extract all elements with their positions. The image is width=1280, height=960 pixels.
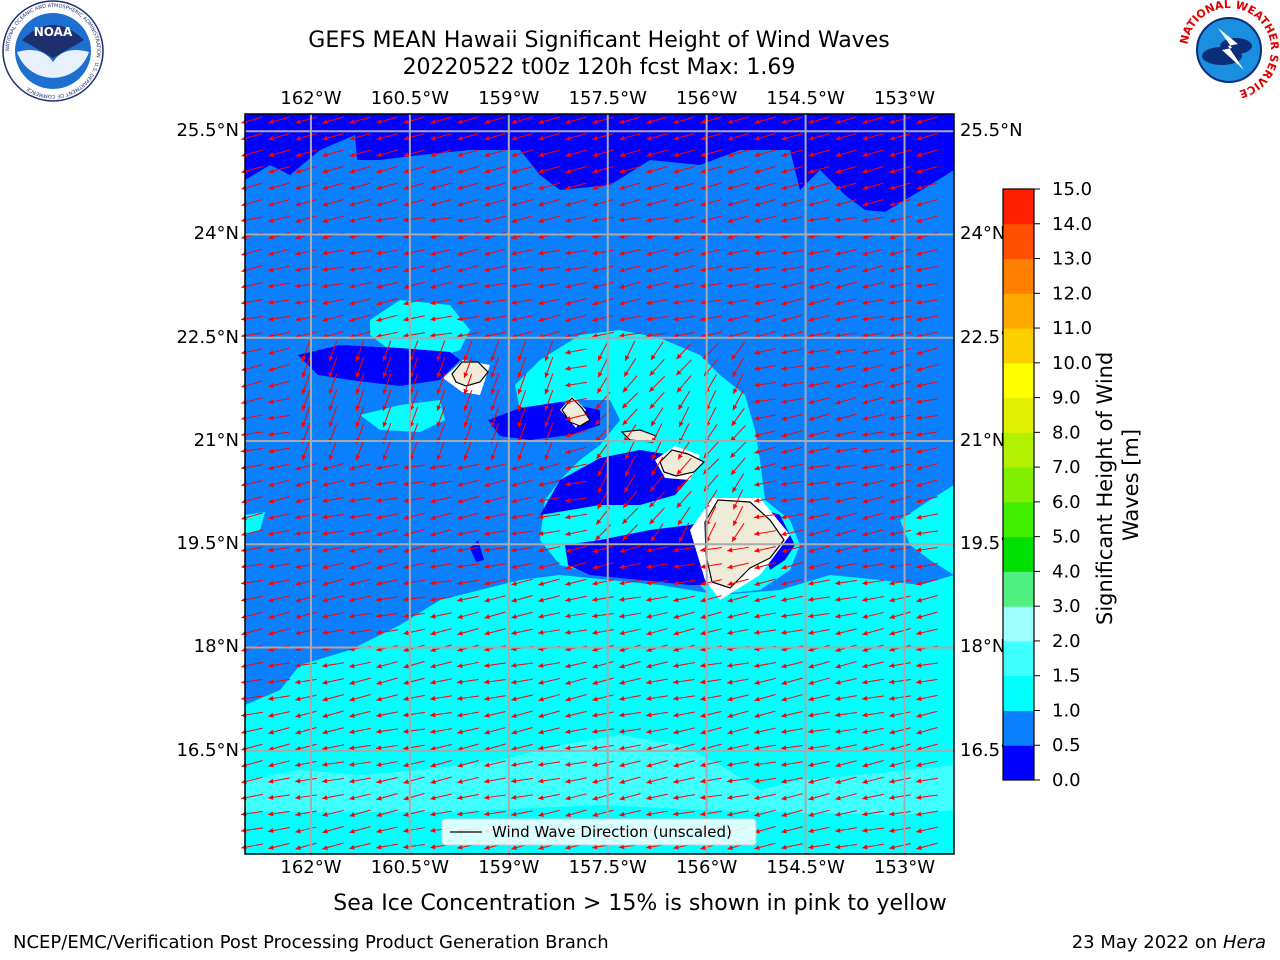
colorbar-tick-label: 9.0: [1052, 388, 1081, 409]
lon-tick-bottom: 160.5°W: [370, 857, 450, 878]
colorbar: 0.0 0.5 1.0 1.5 2.0 3.0 4.0 5.0 6.0 7.0 8.0 9.0 10.0…: [1002, 179, 1143, 791]
colorbar-tick-label: 1.0: [1052, 700, 1081, 721]
field-0-0.5-bigisland-lee: [565, 520, 712, 585]
field-1.0-1.5-east: [900, 485, 954, 575]
colorbar-tick-label: 11.0: [1052, 318, 1092, 339]
colorbar-block: [1003, 362, 1034, 399]
colorbar-tick-label: 14.0: [1052, 214, 1092, 235]
field-1.0-1.5-kauai-north: [370, 300, 470, 360]
colorbar-block: [1003, 571, 1034, 607]
field-0-0.5-maui-lee: [540, 450, 690, 515]
colorbar-block: [1003, 745, 1034, 781]
sea-ice-caption: Sea Ice Concentration > 15% is shown in …: [333, 891, 947, 916]
colorbar-tick-label: 4.0: [1052, 561, 1081, 582]
graticule: [245, 114, 954, 854]
lat-tick-right: 24°N: [960, 223, 1006, 245]
island-kauai: [451, 361, 489, 387]
colorbar-block: [1003, 293, 1034, 329]
svg-text:NOAA: NOAA: [34, 25, 73, 39]
lon-tick-top: 160.5°W: [370, 88, 450, 109]
colorbar-tick-label: 7.0: [1052, 457, 1081, 478]
colorbar-block: [1003, 328, 1034, 364]
lat-tick-left: 18°N: [193, 636, 239, 658]
colorbar-block: [1003, 501, 1034, 538]
lat-tick-left: 21°N: [193, 429, 239, 451]
colorbar-block: [1003, 189, 1034, 225]
lat-tick-left: 25.5°N: [176, 120, 239, 142]
field-0-0.5-spot: [470, 540, 484, 562]
lon-tick-top: 153°W: [873, 88, 936, 109]
wave-direction-arrows: [241, 116, 938, 851]
lon-tick-bottom: 156°W: [676, 857, 738, 878]
footer-branch: NCEP/EMC/Verification Post Processing Pr…: [13, 932, 609, 953]
chart-title-line1: GEFS MEAN Hawaii Significant Height of W…: [308, 28, 890, 53]
field-1.0-1.5-kauai-south: [360, 400, 445, 432]
lon-tick-bottom: 154.5°W: [766, 857, 845, 878]
colorbar-label: Significant Height of Wind Waves [m]: [1093, 345, 1143, 625]
map-legend-label: Wind Wave Direction (unscaled): [492, 823, 732, 841]
colorbar-tick-label: 2.0: [1052, 631, 1081, 652]
colorbar-block: [1003, 397, 1034, 433]
field-1.5-2.0-south: [245, 735, 954, 815]
lat-tick-left: 19.5°N: [176, 533, 239, 555]
lon-tick-top: 159°W: [478, 88, 540, 109]
lat-tick-right: 18°N: [960, 636, 1006, 658]
colorbar-block: [1003, 432, 1034, 468]
colorbar-tick-label: 1.5: [1052, 666, 1081, 687]
lat-tick-right: 25.5°N: [960, 120, 1023, 142]
colorbar-tick-label: 15.0: [1052, 179, 1092, 200]
lat-tick-right: 21°N: [960, 429, 1006, 451]
lon-tick-bottom: 159°W: [478, 857, 540, 878]
map-legend-box: [441, 818, 757, 846]
footer-host: Hera: [1222, 932, 1266, 953]
colorbar-block: [1003, 536, 1034, 572]
map-panel: Wind Wave Direction (unscaled): [241, 113, 955, 855]
lat-tick-left: 16.5°N: [176, 739, 239, 761]
field-0-0.5-kauai-lee: [298, 345, 460, 386]
footer-date-text: 23 May 2022 on: [1071, 932, 1223, 953]
colorbar-tick-label: 12.0: [1052, 283, 1092, 304]
colorbar-tick-label: 5.0: [1052, 527, 1081, 548]
lon-tick-top: 162°W: [280, 88, 342, 109]
colorbar-block: [1003, 467, 1034, 503]
field-0-0.5-north: [245, 114, 954, 212]
colorbar-tick-label: 10.0: [1052, 353, 1092, 374]
lon-tick-top: 157.5°W: [568, 88, 647, 109]
colorbar-tick-label: 0.5: [1052, 735, 1081, 756]
map-frame: [244, 113, 955, 855]
lon-tick-bottom: 157.5°W: [568, 857, 647, 878]
colorbar-block: [1003, 675, 1034, 711]
colorbar-block: [1003, 640, 1034, 677]
field-1.0-1.5-west: [245, 512, 265, 535]
lon-tick-bottom: 153°W: [873, 857, 936, 878]
colorbar-tick-label: 8.0: [1052, 422, 1081, 443]
chart-title-line2: 20220522 t00z 120h fcst Max: 1.69: [402, 55, 796, 80]
lon-tick-top: 156°W: [676, 88, 738, 109]
colorbar-tick-label: 13.0: [1052, 249, 1092, 270]
colorbar-tick-label: 0.0: [1052, 770, 1081, 791]
lon-tick-bottom: 162°W: [280, 857, 342, 878]
colorbar-block: [1003, 606, 1034, 642]
footer-date: 23 May 2022 on Hera: [1072, 932, 1266, 953]
nws-logo: NATIONAL WEATHER SERVICE: [1178, 0, 1280, 100]
colorbar-block: [1003, 710, 1034, 746]
colorbar-block: [1003, 223, 1034, 260]
colorbar-tick-label: 3.0: [1052, 596, 1081, 617]
colorbar-block: [1003, 258, 1034, 294]
island-maui: [659, 449, 706, 477]
colorbar-tick-label: 6.0: [1052, 492, 1081, 513]
lon-tick-top: 154.5°W: [766, 88, 845, 109]
lat-tick-left: 24°N: [193, 223, 239, 245]
noaa-logo: NATIONAL OCEANIC AND ATMOSPHERIC ADMINIS…: [2, 0, 104, 102]
lat-tick-left: 22.5°N: [176, 326, 239, 348]
